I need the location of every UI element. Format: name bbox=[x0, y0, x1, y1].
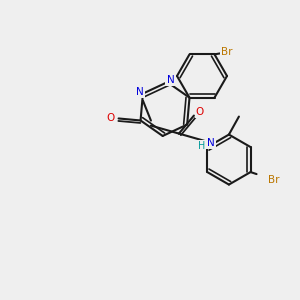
Text: N: N bbox=[207, 138, 215, 148]
Text: Br: Br bbox=[268, 175, 279, 185]
Text: Br: Br bbox=[221, 47, 232, 57]
Text: H: H bbox=[198, 141, 206, 151]
Text: N: N bbox=[167, 75, 174, 85]
Text: N: N bbox=[136, 87, 144, 97]
Text: O: O bbox=[196, 106, 204, 117]
Text: O: O bbox=[106, 113, 115, 124]
